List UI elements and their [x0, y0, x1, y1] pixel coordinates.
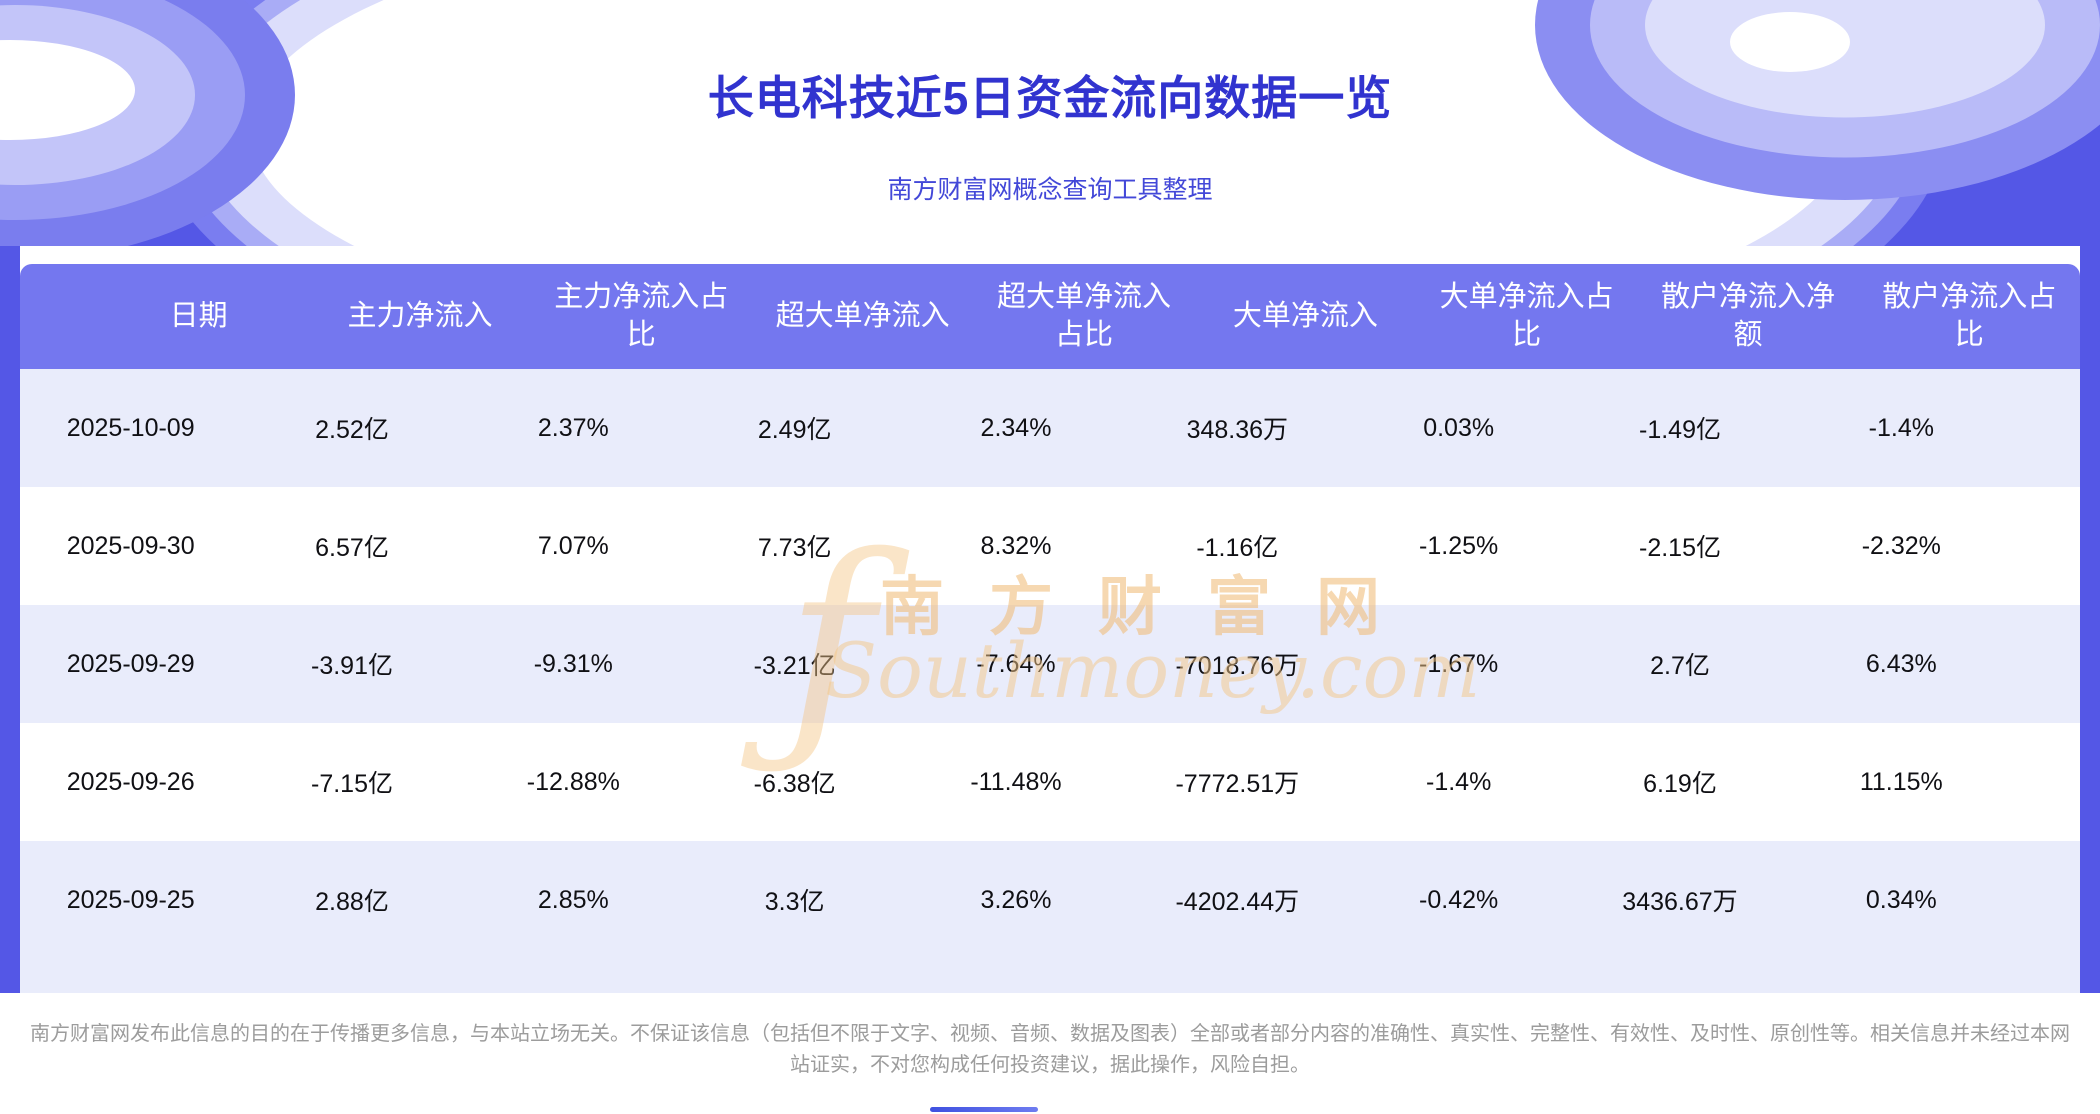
- table-cell: 2.49亿: [757, 416, 832, 444]
- column-header-label: 超大单净流入占比: [996, 280, 1171, 351]
- column-header-label: 大单净流入占比: [1439, 280, 1614, 351]
- page-title: 长电科技近5日资金流向数据一览: [707, 72, 1393, 124]
- table-row: 2025-09-30 6.57亿 7.07% 7.73亿 8.32% -1.16…: [20, 487, 2080, 605]
- col-header-xlarge-net-inflow: 超大单净流入: [752, 298, 973, 336]
- table-cell: 7.73亿: [757, 534, 832, 562]
- table-cell: 2025-09-29: [66, 649, 195, 678]
- col-header-main-net-inflow: 主力净流入: [309, 298, 530, 336]
- column-header-label: 散户净流入占比: [1882, 280, 2057, 351]
- col-header-large-net-inflow: 大单净流入: [1195, 298, 1416, 336]
- disclaimer-text: 南方财富网发布此信息的目的在于传播更多信息，与本站立场无关。不保证该信息（包括但…: [30, 1023, 2070, 1076]
- column-header-label: 超大单净流入: [775, 299, 950, 332]
- footer: 南方财富网发布此信息的目的在于传播更多信息，与本站立场无关。不保证该信息（包括但…: [0, 993, 2100, 1081]
- col-header-large-net-inflow-ratio: 大单净流入占比: [1416, 279, 1637, 354]
- table-header-row: 日期 主力净流入 主力净流入占比 超大单净流入 超大单净流入占比 大单净流入 大…: [20, 264, 2080, 369]
- column-header-label: 主力净流入占比: [554, 280, 729, 351]
- table-cell: -1.25%: [1419, 531, 1499, 560]
- table-cell: -3.91亿: [311, 652, 393, 680]
- table-row: 2025-09-25 2.88亿 2.85% 3.3亿 3.26% -4202.…: [20, 841, 2080, 959]
- table-cell: -4202.44万: [1175, 888, 1300, 916]
- table-cell: 8.32%: [980, 531, 1052, 560]
- table-cell: -7772.51万: [1175, 770, 1300, 798]
- table-cell: -12.88%: [526, 767, 620, 796]
- banner-ellipse-right-core: [1730, 12, 1850, 72]
- table-section: 日期 主力净流入 主力净流入占比 超大单净流入 超大单净流入占比 大单净流入 大…: [0, 246, 2100, 993]
- column-header-label: 主力净流入: [347, 299, 493, 332]
- table-cell: -1.4%: [1426, 767, 1492, 796]
- table-cell: 2025-09-25: [66, 885, 195, 914]
- table-cell: 2.85%: [537, 885, 609, 914]
- col-header-retail-net-inflow: 散户净流入净额: [1637, 279, 1858, 354]
- table-cell: -7018.76万: [1175, 652, 1300, 680]
- table-cell: -3.21亿: [753, 652, 836, 680]
- table-cell: -1.49亿: [1639, 416, 1721, 444]
- table-cell: 3.26%: [980, 885, 1052, 914]
- page-subtitle: 南方财富网概念查询工具整理: [887, 176, 1213, 204]
- table-cell: -2.32%: [1861, 531, 1941, 560]
- table-cell: 6.43%: [1865, 649, 1937, 678]
- table-cell: -2.15亿: [1639, 534, 1721, 562]
- table-cell: 348.36万: [1186, 416, 1289, 444]
- table-cell: 2.37%: [537, 413, 609, 442]
- table-cell: 2025-09-30: [66, 531, 195, 560]
- table-cell: -7.15亿: [311, 770, 393, 798]
- table-cell: 7.07%: [537, 531, 609, 560]
- table-cell: 2.7亿: [1650, 652, 1710, 680]
- table-cell: 11.15%: [1859, 767, 1943, 796]
- table-bottom-padding: [20, 959, 2080, 993]
- table-cell: -9.31%: [533, 649, 613, 678]
- table-cell: 0.03%: [1423, 413, 1495, 442]
- table-row: 2025-09-29 -3.91亿 -9.31% -3.21亿 -7.64% -…: [20, 605, 2080, 723]
- table-cell: 3436.67万: [1622, 888, 1738, 916]
- table-cell: 2.34%: [980, 413, 1052, 442]
- column-header-label: 日期: [169, 299, 228, 332]
- table-container: 日期 主力净流入 主力净流入占比 超大单净流入 超大单净流入占比 大单净流入 大…: [20, 246, 2080, 993]
- column-header-label: 散户净流入净额: [1660, 280, 1835, 351]
- bottom-accent-bar: [930, 1107, 1038, 1112]
- col-header-xlarge-net-inflow-ratio: 超大单净流入占比: [973, 279, 1194, 354]
- column-header-label: 大单净流入: [1232, 299, 1378, 332]
- col-header-main-net-inflow-ratio: 主力净流入占比: [531, 279, 752, 354]
- table-cell: 2025-10-09: [66, 413, 195, 442]
- table-cell: -1.16亿: [1196, 534, 1279, 562]
- table-cell: 3.3亿: [764, 888, 825, 916]
- table-cell: 6.57亿: [315, 534, 389, 562]
- table-cell: -1.67%: [1419, 649, 1499, 678]
- banner-text: 长电科技近5日资金流向数据一览 南方财富网概念查询工具整理: [0, 0, 2100, 246]
- table-cell: -7.64%: [976, 649, 1056, 678]
- table-row: 2025-10-09 2.52亿 2.37% 2.49亿 2.34% 348.3…: [20, 369, 2080, 487]
- table-cell: -11.48%: [970, 767, 1062, 796]
- table-cell: 2025-09-26: [66, 767, 195, 796]
- table-cell: -0.42%: [1419, 885, 1499, 914]
- table-cell: 2.88亿: [315, 888, 389, 916]
- table-row: 2025-09-26 -7.15亿 -12.88% -6.38亿 -11.48%…: [20, 723, 2080, 841]
- table-cell: -1.4%: [1868, 413, 1934, 442]
- col-header-retail-net-inflow-ratio: 散户净流入占比: [1859, 279, 2080, 354]
- table-cell: 0.34%: [1865, 885, 1937, 914]
- banner: 长电科技近5日资金流向数据一览 南方财富网概念查询工具整理: [0, 0, 2100, 246]
- table-cell: 6.19亿: [1643, 770, 1717, 798]
- table-cell: -6.38亿: [753, 770, 836, 798]
- table-cell: 2.52亿: [315, 416, 389, 444]
- col-header-date: 日期: [88, 298, 309, 336]
